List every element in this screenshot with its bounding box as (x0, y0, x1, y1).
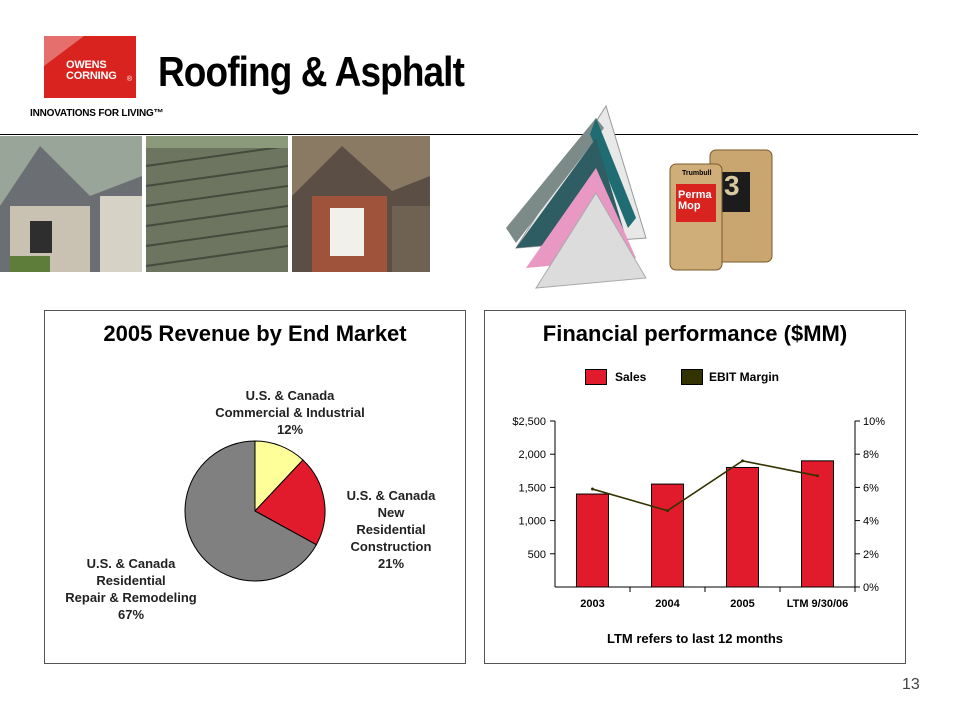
logo-line1: OWENS (66, 59, 107, 71)
pie-label-line: Construction (350, 539, 432, 554)
left-tick-label: $2,500 (512, 416, 546, 428)
roof-system-diagram (496, 98, 656, 298)
revenue-panel: 2005 Revenue by End Market U.S. & Canada… (44, 310, 466, 664)
product-roll-number: 3 (724, 170, 740, 201)
pie-label-line: U.S. & Canada (346, 488, 436, 503)
pie-label-line: U.S. & Canada (86, 556, 176, 571)
pie-label-commercial: U.S. & Canada Commercial & Industrial 12… (185, 387, 395, 438)
pie-slice-repair-remodel (184, 440, 318, 582)
product-brand: Trumbull (682, 170, 712, 177)
pie-label-line: New (377, 505, 405, 520)
pie-label-line: 21% (377, 556, 405, 571)
logo-line2: CORNING (66, 70, 117, 82)
pie-label-new-residential: U.S. & Canada New Residential Constructi… (331, 487, 451, 572)
pie-label-line: 12% (276, 422, 304, 437)
legend-label-sales: Sales (615, 370, 647, 384)
logo-reg-mark: ® (126, 76, 132, 83)
left-tick-label: 500 (528, 549, 546, 561)
pie-label-line: U.S. & Canada (245, 388, 335, 403)
right-tick-label: 2% (863, 549, 879, 561)
owens-corning-logo: OWENS CORNING ® (44, 36, 136, 98)
x-category-label: 2005 (730, 598, 754, 610)
left-tick-label: 2,000 (518, 449, 546, 461)
financial-panel: Financial performance ($MM) Sales EBIT M… (484, 310, 906, 664)
pie-label-line: 67% (117, 607, 145, 622)
ebit-margin-line (592, 459, 818, 512)
financial-panel-title: Financial performance ($MM) (542, 321, 848, 346)
sales-bar (801, 460, 834, 588)
page-number: 13 (902, 676, 920, 693)
pie-label-line: Residential (356, 522, 426, 537)
pie-label-line: Repair & Remodeling (65, 590, 197, 605)
title-divider (0, 134, 918, 135)
sales-bar (576, 493, 609, 588)
page-title: Roofing & Asphalt (158, 48, 465, 95)
x-category-label: 2004 (655, 598, 680, 610)
ebit-margin-point (666, 509, 669, 513)
product-name: Perma Mop (678, 189, 712, 212)
logo-wordmark: OWENS CORNING (66, 60, 117, 82)
sales-bar (726, 466, 759, 588)
left-tick-label: 1,500 (518, 482, 546, 494)
right-tick-label: 0% (863, 582, 879, 594)
ebit-margin-point (816, 474, 819, 478)
logo-graphic (44, 36, 84, 66)
ebit-margin-point (741, 459, 744, 463)
right-tick-label: 8% (863, 449, 879, 461)
pie-slice-new-residential (254, 459, 326, 546)
pie-label-line: Residential (96, 573, 166, 588)
logo-tagline: INNOVATIONS FOR LIVING™ (30, 108, 164, 119)
house-photo-2 (292, 136, 430, 272)
sales-bar (651, 483, 684, 588)
revenue-panel-title: 2005 Revenue by End Market (103, 321, 407, 346)
pie-label-line: Commercial & Industrial (215, 405, 365, 420)
legend-swatch-sales (585, 369, 607, 385)
right-tick-label: 6% (863, 482, 879, 494)
house-photo-1 (0, 136, 142, 272)
ebit-margin-point (591, 487, 594, 491)
pie-label-repair-remodel: U.S. & Canada Residential Repair & Remod… (45, 555, 217, 623)
legend-label-ebit: EBIT Margin (709, 370, 780, 384)
right-tick-label: 10% (863, 416, 885, 428)
financial-combo-chart: $2,500 2,000 1,500 1,000 500 10% 8% 6% 4% 2% 0% 200… (512, 416, 885, 610)
asphalt-product-rolls: Trumbull Perma Mop 3 (666, 146, 776, 272)
right-tick-label: 4% (863, 516, 879, 528)
legend-swatch-ebit (681, 369, 703, 385)
left-tick-label: 1,000 (518, 516, 546, 528)
x-category-label: LTM 9/30/06 (787, 598, 849, 610)
ltm-footnote: LTM refers to last 12 months (606, 631, 783, 646)
revenue-pie-chart (184, 440, 326, 582)
x-category-label: 2003 (580, 598, 604, 610)
shingle-roof-photo (146, 136, 288, 272)
